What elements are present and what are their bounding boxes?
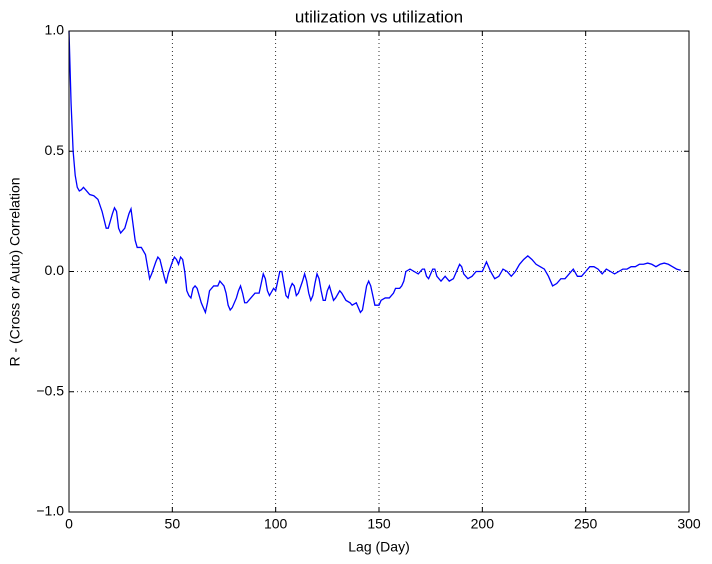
x-tick-label: 200 bbox=[471, 516, 495, 532]
x-tick-label: 300 bbox=[677, 516, 701, 532]
y-tick-label: −1.0 bbox=[36, 503, 64, 519]
x-axis-label: Lag (Day) bbox=[348, 539, 409, 555]
y-axis-label: R - (Cross or Auto) Correlation bbox=[7, 177, 23, 366]
y-tick-label: 0.5 bbox=[45, 142, 65, 158]
chart-title: utilization vs utilization bbox=[295, 7, 463, 26]
x-tick-label: 150 bbox=[367, 516, 391, 532]
x-tick-label: 50 bbox=[165, 516, 181, 532]
y-tick-label: 0.0 bbox=[45, 262, 65, 278]
x-tick-label: 250 bbox=[574, 516, 598, 532]
x-tick-label: 0 bbox=[65, 516, 73, 532]
data-line bbox=[68, 30, 681, 315]
y-tick-label: −0.5 bbox=[36, 382, 64, 398]
plot-frame bbox=[68, 30, 690, 513]
x-tick-label: 100 bbox=[264, 516, 288, 532]
y-tick-label: 1.0 bbox=[45, 22, 65, 38]
